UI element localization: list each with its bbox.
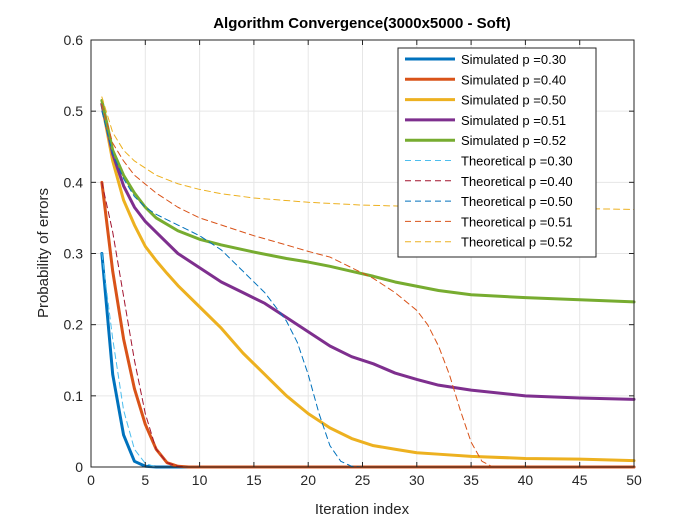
legend: Simulated p =0.30 Simulated p =0.40 Simula… xyxy=(397,47,597,258)
y-tick-label: 0.5 xyxy=(64,103,84,119)
x-tick-label: 25 xyxy=(355,472,371,488)
legend-label: Theoretical p =0.50 xyxy=(461,194,573,209)
x-tick-label: 50 xyxy=(626,472,642,488)
x-tick-label: 20 xyxy=(300,472,316,488)
legend-label: Theoretical p =0.40 xyxy=(461,174,573,189)
x-tick-label: 10 xyxy=(192,472,208,488)
series-line-simulated-3 xyxy=(100,102,636,401)
y-tick-label: 0.6 xyxy=(64,32,84,48)
legend-label: Theoretical p =0.52 xyxy=(461,235,573,250)
legend-label: Simulated p =0.51 xyxy=(461,113,566,128)
y-axis-label: Probability of errors xyxy=(35,188,52,318)
y-tick-label: 0.1 xyxy=(64,388,84,404)
x-tick-label: 30 xyxy=(409,472,425,488)
legend-label: Simulated p =0.30 xyxy=(461,52,566,67)
x-tick-label: 15 xyxy=(246,472,262,488)
x-tick-label: 5 xyxy=(141,472,149,488)
x-tick-label: 45 xyxy=(572,472,588,488)
chart-title: Algorithm Convergence(3000x5000 - Soft) xyxy=(213,15,511,32)
y-tick-label: 0.4 xyxy=(64,174,84,190)
y-tick-label: 0.3 xyxy=(64,246,84,262)
y-tick-label: 0.2 xyxy=(64,317,84,333)
legend-label: Theoretical p =0.30 xyxy=(461,154,573,169)
legend-box xyxy=(397,47,597,258)
series-line-simulated-2 xyxy=(100,102,636,463)
y-tick-label: 0 xyxy=(75,459,83,475)
series-line-theoretical-6 xyxy=(101,181,635,468)
x-axis-label: Iteration index xyxy=(315,501,410,518)
legend-label: Simulated p =0.52 xyxy=(461,133,566,148)
x-tick-label: 0 xyxy=(87,472,95,488)
legend-label: Simulated p =0.40 xyxy=(461,72,566,87)
series-line-simulated-4 xyxy=(100,98,636,304)
axis-ticks: 0 5 10 15 20 25 30 35 40 45 50 0 0.1 0.2 0.3 0.4 0.5 0.6 xyxy=(64,32,642,488)
series-line-theoretical-5 xyxy=(101,253,635,468)
series-line-theoretical-7 xyxy=(101,110,635,468)
x-tick-label: 40 xyxy=(518,472,534,488)
legend-label: Theoretical p =0.51 xyxy=(461,214,573,229)
x-tick-label: 35 xyxy=(463,472,479,488)
series-line-theoretical-8 xyxy=(101,103,635,468)
legend-label: Simulated p =0.50 xyxy=(461,93,566,108)
